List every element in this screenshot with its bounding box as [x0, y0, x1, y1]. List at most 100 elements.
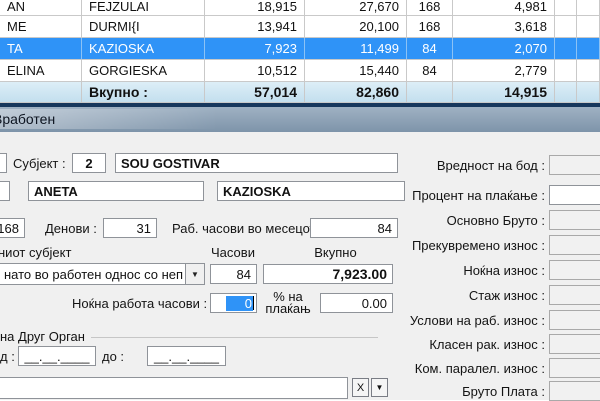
procent-na-plakanje-field[interactable]	[549, 185, 600, 205]
subject-name-field[interactable]: SOU GOSTIVAR	[115, 153, 398, 173]
cell-empty	[577, 82, 600, 103]
osnovno-bruto-field	[549, 210, 600, 230]
table-row[interactable]: ME DURMI{I 13,941 20,100 168 3,618	[0, 16, 600, 38]
employees-table: AN FEJZULAI 18,915 27,670 168 4,981 ME D…	[0, 0, 600, 103]
employment-total-field[interactable]: 7,923.00	[263, 264, 393, 284]
cell-empty	[0, 82, 82, 103]
right-panel-row: Бруто Плата :	[400, 381, 600, 401]
table-row[interactable]: AN FEJZULAI 18,915 27,670 168 4,981	[0, 0, 600, 16]
cell-empty	[577, 60, 600, 82]
from-label: д :	[0, 349, 15, 364]
osnovno-bruto-label: Основно Бруто :	[446, 213, 545, 228]
bruto-plata-label: Бруто Плата :	[462, 384, 545, 399]
staz-iznos-field	[549, 285, 600, 305]
cell-name: ELINA	[0, 60, 82, 82]
cell-empty	[577, 38, 600, 60]
hours-column-header: Часови	[211, 245, 255, 260]
cell-amount1: 18,915	[205, 0, 305, 16]
cell-hours: 84	[407, 60, 453, 82]
cell-surname: DURMI{I	[82, 16, 205, 38]
cell-amount2: 11,499	[305, 38, 407, 60]
kom-paralel-iznos-field	[549, 358, 600, 378]
table-total-row: Вкупно : 57,014 82,860 14,915	[0, 82, 600, 103]
employment-hours-field[interactable]: 84	[210, 264, 257, 284]
groupbox-border	[0, 337, 378, 338]
right-panel-row: Прекувремено износ :	[400, 235, 600, 255]
staz-iznos-label: Стаж износ :	[468, 288, 545, 303]
cell-amount2: 15,440	[305, 60, 407, 82]
bottom-combo-field[interactable]	[0, 377, 348, 399]
cell-empty	[407, 82, 453, 103]
cutoff-field[interactable]	[0, 153, 7, 173]
kom-paralel-iznos-label: Ком. паралел. износ :	[414, 361, 545, 376]
subject-code-field[interactable]: 2	[72, 153, 106, 173]
total-amount2: 82,860	[305, 82, 407, 103]
percent-label-line2: плаќањ	[265, 301, 311, 316]
other-org-group-label: на Друг Орган	[0, 329, 91, 344]
cell-amount1: 13,941	[205, 16, 305, 38]
titlebar-highlight	[0, 109, 218, 129]
table-row[interactable]: ELINA GORGIESKA 10,512 15,440 84 2,779	[0, 60, 600, 82]
vrednost-na-bod-field	[549, 155, 600, 175]
cutoff-field[interactable]	[0, 181, 10, 201]
date-to-field[interactable]: __.__.____	[147, 346, 226, 366]
total-column-header: Вкупно	[314, 245, 357, 260]
nokna-iznos-label: Ноќна износ :	[463, 263, 545, 278]
percent-field[interactable]: 0.00	[320, 293, 393, 313]
uslovi-na-rab-iznos-field	[549, 310, 600, 330]
hours-cutoff-field[interactable]: 168	[0, 218, 25, 238]
right-panel-row: Ноќна износ :	[400, 260, 600, 280]
right-panel-row: Услови на раб. износ :	[400, 310, 600, 330]
cell-amount3: 3,618	[453, 16, 555, 38]
night-hours-field[interactable]: 0	[210, 293, 257, 313]
prekuvremeno-iznos-field	[549, 235, 600, 255]
cell-amount1: 7,923	[205, 38, 305, 60]
cell-hours: 168	[407, 0, 453, 16]
cell-amount3: 2,070	[453, 38, 555, 60]
first-name-field[interactable]: ANETA	[28, 181, 204, 201]
date-from-field[interactable]: __.__.____	[18, 346, 96, 366]
dropdown-button[interactable]: ▼	[371, 378, 388, 397]
employment-type-value: нато во работен однос со неп	[4, 266, 184, 282]
cell-surname: GORGIESKA	[82, 60, 205, 82]
cell-hours: 168	[407, 16, 453, 38]
cell-empty	[555, 82, 577, 103]
total-label: Вкупно :	[82, 82, 205, 103]
cell-empty	[577, 16, 600, 38]
nokna-iznos-field	[549, 260, 600, 280]
days-field[interactable]: 31	[103, 218, 157, 238]
right-panel-row: Основно Бруто :	[400, 210, 600, 230]
cell-amount3: 2,779	[453, 60, 555, 82]
cell-empty	[555, 0, 577, 16]
cell-surname: FEJZULAI	[82, 0, 205, 16]
to-label: до :	[102, 349, 125, 364]
cell-name: AN	[0, 0, 82, 16]
right-panel-row: Вредност на бод :	[400, 155, 600, 175]
cell-surname: KAZIOSKA	[82, 38, 205, 60]
days-label: Денови :	[45, 221, 97, 236]
table-row-selected[interactable]: TA KAZIOSKA 7,923 11,499 84 2,070	[0, 38, 600, 60]
month-hours-label: Раб. часови во месецот :	[172, 221, 323, 236]
last-name-field[interactable]: KAZIOSKA	[217, 181, 405, 201]
cell-hours: 84	[407, 38, 453, 60]
night-hours-label: Ноќна работа часови :	[72, 296, 208, 311]
klasen-rak-iznos-label: Класен рак. износ :	[429, 337, 545, 352]
text-cursor	[253, 296, 254, 310]
bruto-plata-field	[549, 381, 600, 401]
right-panel-row: Класен рак. износ :	[400, 334, 600, 354]
cell-name: ME	[0, 16, 82, 38]
employment-type-dropdown[interactable]: нато во работен однос со неп ▼	[0, 263, 205, 285]
chevron-down-icon[interactable]: ▼	[185, 264, 204, 284]
clear-button[interactable]: X	[352, 378, 369, 397]
right-panel-row: Процент на плаќање :	[400, 185, 600, 205]
window-title: Вработен	[0, 111, 56, 127]
cell-amount2: 27,670	[305, 0, 407, 16]
month-hours-field[interactable]: 84	[310, 218, 398, 238]
cell-empty	[577, 0, 600, 16]
cell-empty	[555, 16, 577, 38]
cell-name: TA	[0, 38, 82, 60]
prekuvremeno-iznos-label: Прекувремено износ :	[411, 238, 545, 253]
percent-label-line1: % на	[273, 289, 303, 304]
cell-empty	[555, 60, 577, 82]
window-titlebar[interactable]: Вработен	[0, 107, 600, 133]
